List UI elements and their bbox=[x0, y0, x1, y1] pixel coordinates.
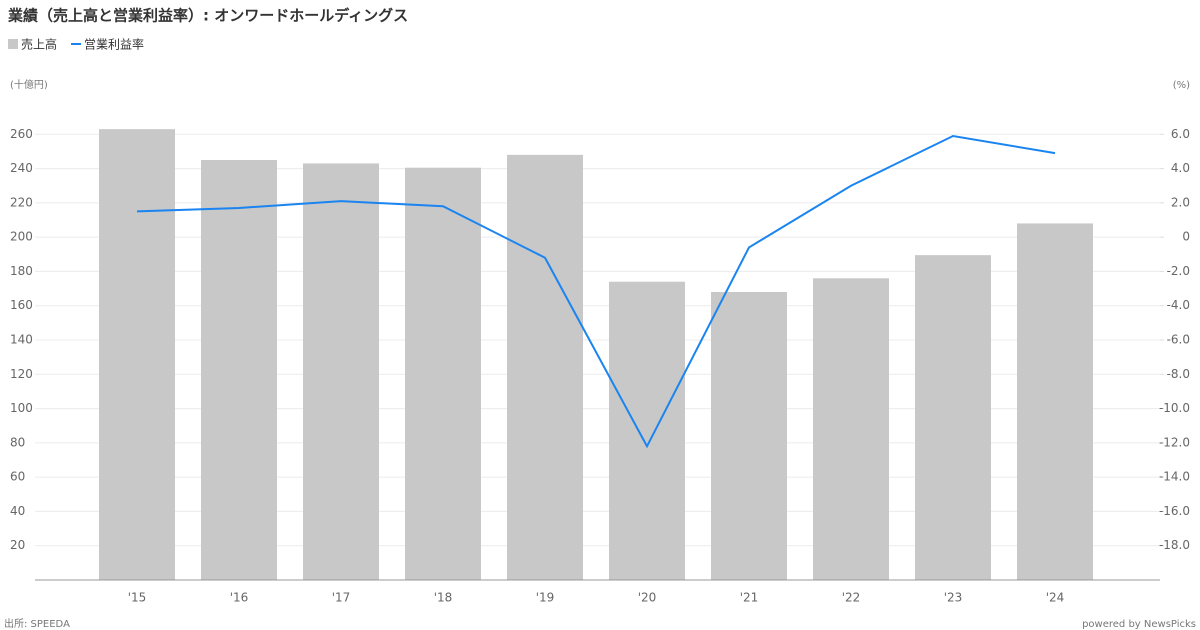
bar bbox=[507, 154, 583, 580]
y-tick-label: 220 bbox=[10, 195, 33, 209]
x-tick-label: '18 bbox=[434, 591, 453, 605]
y2-tick-label: -10.0 bbox=[1159, 401, 1190, 415]
y2-tick-label: 2.0 bbox=[1171, 195, 1190, 209]
x-tick-label: '21 bbox=[740, 591, 759, 605]
y2-tick-label: 4.0 bbox=[1171, 161, 1190, 175]
y2-tick-label: -14.0 bbox=[1159, 470, 1190, 484]
legend-label: 売上高 bbox=[21, 37, 57, 52]
y-tick-label: 140 bbox=[10, 333, 33, 347]
source: 出所: SPEEDA bbox=[4, 617, 70, 630]
bar bbox=[915, 255, 991, 580]
bar bbox=[609, 281, 685, 580]
x-tick-label: '17 bbox=[332, 591, 351, 605]
y2-tick-label: -2.0 bbox=[1167, 264, 1190, 278]
y-tick-label: 200 bbox=[10, 230, 33, 244]
y2-tick-label: -16.0 bbox=[1159, 504, 1190, 518]
y-tick-label: 100 bbox=[10, 401, 33, 415]
x-tick-label: '19 bbox=[536, 591, 555, 605]
x-tick-label: '23 bbox=[944, 591, 963, 605]
y2-tick-label: -18.0 bbox=[1159, 538, 1190, 552]
y2-tick-label: -6.0 bbox=[1167, 333, 1190, 347]
bar bbox=[1017, 223, 1093, 580]
bar bbox=[99, 129, 175, 580]
credit: powered by NewsPicks bbox=[1082, 619, 1196, 630]
bar bbox=[201, 160, 277, 580]
x-tick-label: '20 bbox=[638, 591, 657, 605]
line bbox=[136, 134, 1056, 449]
y-tick-label: 160 bbox=[10, 298, 33, 312]
bar bbox=[303, 163, 379, 580]
bar bbox=[405, 167, 481, 580]
chart-title: 業績（売上高と営業利益率）: オンワードホールディングス bbox=[7, 7, 408, 25]
y-tick-label: 120 bbox=[10, 367, 33, 381]
x-tick-label: '16 bbox=[230, 591, 249, 605]
y-tick-label: 20 bbox=[10, 538, 25, 552]
y2-tick-label: -4.0 bbox=[1167, 298, 1190, 312]
legend-label: 営業利益率 bbox=[84, 37, 144, 52]
bar bbox=[813, 278, 889, 580]
y-tick-label: 180 bbox=[10, 264, 33, 278]
legend-swatch bbox=[8, 39, 18, 49]
y-tick-label: 260 bbox=[10, 127, 33, 141]
y-tick-label: 60 bbox=[10, 470, 25, 484]
y-tick-label: 240 bbox=[10, 161, 33, 175]
bar bbox=[711, 292, 787, 580]
x-tick-label: '24 bbox=[1046, 591, 1065, 605]
y2-tick-label: -8.0 bbox=[1167, 367, 1190, 381]
x-tick-label: '15 bbox=[128, 591, 147, 605]
y-tick-label: 40 bbox=[10, 504, 25, 518]
x-tick-label: '22 bbox=[842, 591, 861, 605]
y2-tick-label: -12.0 bbox=[1159, 435, 1190, 449]
y-unit: (十億円) bbox=[10, 78, 48, 91]
y-tick-label: 80 bbox=[10, 435, 25, 449]
y2-tick-label: 6.0 bbox=[1171, 127, 1190, 141]
y2-tick-label: 0 bbox=[1182, 230, 1190, 244]
y2-unit: (%) bbox=[1173, 80, 1190, 91]
